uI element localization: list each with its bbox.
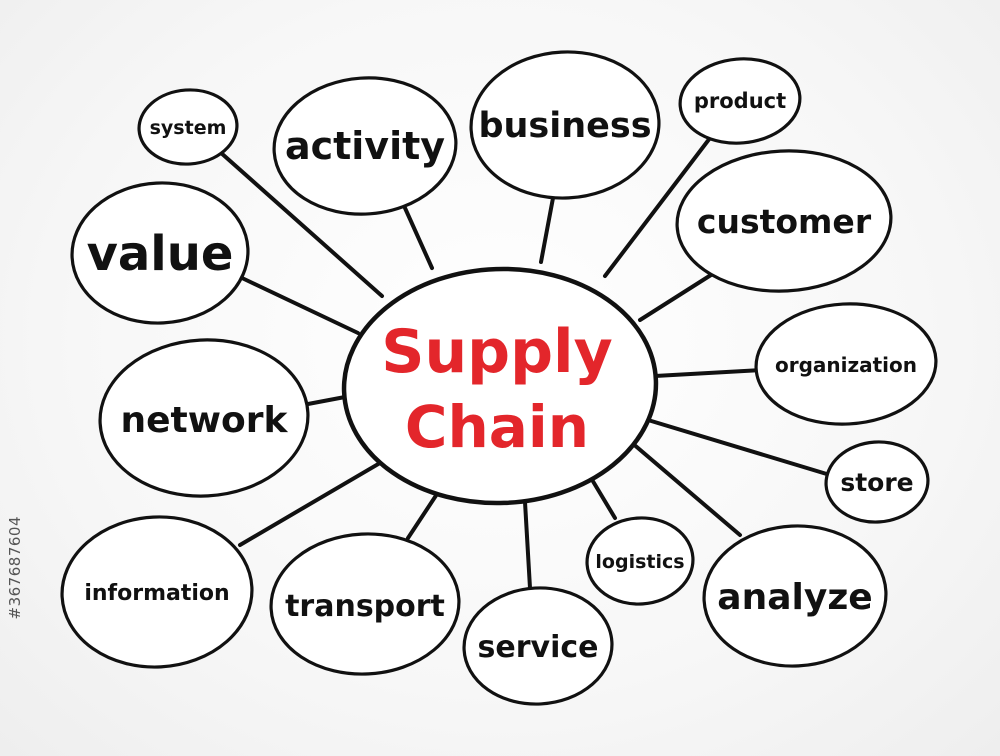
node-label-customer: customer [697,202,872,241]
node-label-business: business [478,106,651,146]
node-business: business [469,50,661,200]
node-label-store: store [840,468,913,497]
node-transport: transport [269,532,461,676]
node-label-logistics: logistics [595,551,684,573]
center-label-line1: Supply [381,317,613,387]
link-value [240,276,360,335]
node-label-network: network [121,400,289,441]
link-analyze [630,441,742,537]
node-label-information: information [84,581,229,606]
link-product [603,136,712,278]
node-customer: customer [675,149,893,293]
link-service [523,500,532,590]
link-business [539,196,555,264]
node-label-value: value [87,226,234,282]
node-value: value [70,181,250,325]
connector-lines [218,136,832,590]
link-information [238,458,387,547]
node-system: system [137,88,239,166]
node-label-system: system [150,117,227,139]
link-network [306,395,347,406]
node-product: product [678,57,802,145]
node-label-service: service [478,630,599,665]
link-transport [406,492,439,540]
node-network: network [98,338,310,498]
node-store: store [824,440,930,524]
node-label-activity: activity [285,124,445,168]
center-node: Supply Chain [341,266,659,506]
node-information: information [60,515,254,669]
node-label-transport: transport [285,589,445,624]
node-analyze: analyze [702,524,888,668]
node-label-analyze: analyze [717,577,872,618]
node-service: service [462,586,614,706]
link-store [646,418,832,477]
link-system [218,150,384,298]
center-label-line2: Chain [405,393,589,461]
link-customer [638,266,724,322]
node-label-organization: organization [775,353,917,377]
link-logistics [589,476,617,520]
node-organization: organization [754,302,938,426]
link-activity [403,206,434,270]
stock-id-text: #367687604 [6,516,24,620]
node-label-product: product [694,89,786,113]
node-activity: activity [272,76,458,216]
link-organization [653,368,764,378]
node-logistics: logistics [585,516,695,606]
